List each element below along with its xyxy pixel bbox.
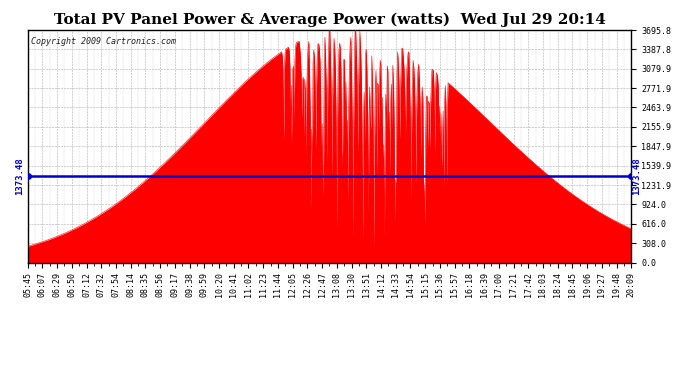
Text: 1373.48: 1373.48 <box>16 157 25 195</box>
Text: Copyright 2009 Cartronics.com: Copyright 2009 Cartronics.com <box>30 37 176 46</box>
Text: 1373.48: 1373.48 <box>633 157 642 195</box>
Title: Total PV Panel Power & Average Power (watts)  Wed Jul 29 20:14: Total PV Panel Power & Average Power (wa… <box>54 13 605 27</box>
